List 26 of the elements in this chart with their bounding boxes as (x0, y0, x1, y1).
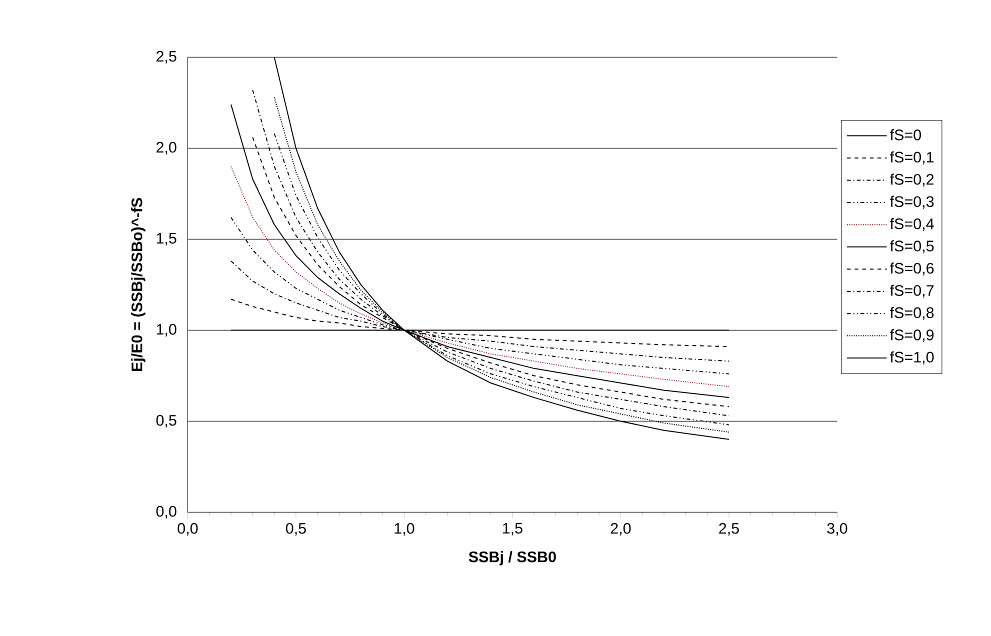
x-tick-label: 0,0 (178, 523, 198, 536)
legend-label: fS=0,9 (890, 329, 934, 342)
legend-label: fS=0,8 (890, 307, 934, 320)
x-tick-label: 1,5 (503, 523, 522, 536)
legend-label: fS=0,6 (890, 262, 934, 276)
legend-label: fS=0,5 (890, 240, 934, 254)
x-tick-label: 2,5 (719, 523, 739, 536)
y-tick-label: 2,0 (156, 142, 176, 155)
legend-label: fS=0,4 (890, 218, 934, 232)
x-tick-label: 2,0 (610, 523, 631, 536)
legend-label: fS=0,1 (890, 152, 934, 165)
legend-label: fS=0,3 (890, 196, 934, 210)
x-tick-label: 1,0 (394, 523, 414, 536)
legend-label: fS=0,7 (890, 284, 934, 298)
y-tick-label: 1,5 (156, 233, 176, 246)
y-tick-label: 2,5 (156, 51, 176, 64)
legend-label: fS=0 (890, 129, 921, 141)
y-tick-label: 1,0 (156, 324, 176, 337)
y-tick-label: 0,0 (156, 506, 176, 519)
x-tick-label: 0,5 (286, 523, 306, 536)
x-tick-label: 3,0 (827, 523, 848, 536)
y-axis-title: Ej/E0 = (SSBj/SSBo)^-fS (131, 198, 146, 372)
legend-label: fS=0,2 (890, 174, 934, 187)
y-tick-label: 0,5 (156, 415, 176, 428)
x-axis-title: SSBj / SSB0 (468, 551, 556, 566)
legend-label: fS=1,0 (890, 352, 934, 365)
